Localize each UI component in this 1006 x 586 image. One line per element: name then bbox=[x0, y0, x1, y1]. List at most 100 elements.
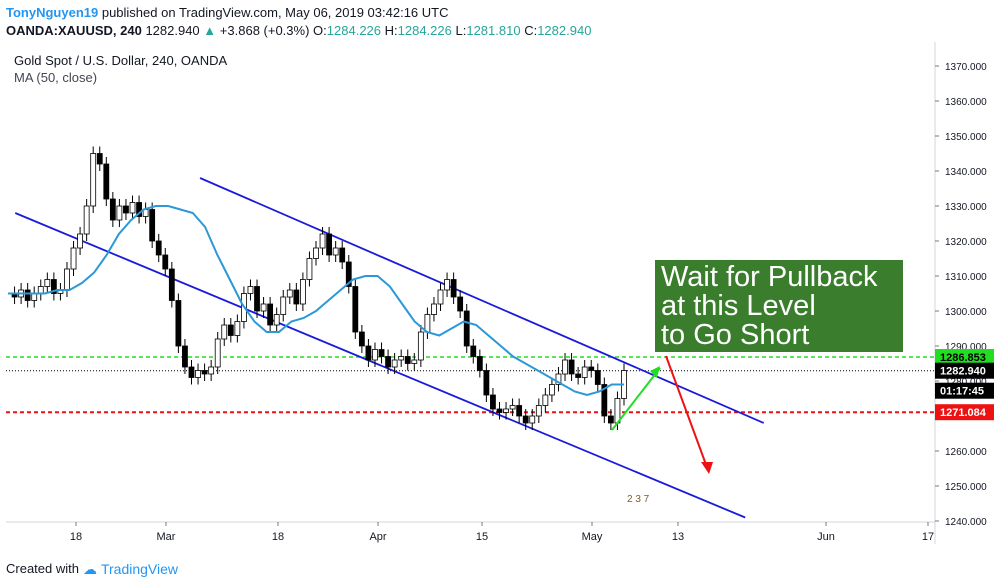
candle-body bbox=[90, 153, 97, 207]
candle-body bbox=[77, 233, 83, 249]
candle-body bbox=[352, 286, 359, 333]
y-tick-label: 1340.000 bbox=[945, 167, 987, 178]
candle-body bbox=[123, 205, 129, 214]
countdown-price-text: 01:17:45 bbox=[940, 386, 984, 398]
x-tick-label: 13 bbox=[672, 531, 684, 543]
open-label: O: bbox=[313, 23, 327, 38]
candle-body bbox=[607, 415, 614, 424]
candle-body bbox=[424, 314, 431, 333]
candle-body bbox=[175, 300, 182, 347]
candle-body bbox=[444, 279, 450, 291]
candle-body bbox=[483, 370, 490, 396]
candle-body bbox=[129, 202, 136, 214]
support-price-tag bbox=[935, 404, 994, 421]
candle-body bbox=[490, 394, 496, 410]
y-tick-label: 1300.000 bbox=[945, 307, 987, 318]
short-arrow bbox=[665, 355, 709, 471]
y-tick-label: 1360.000 bbox=[945, 97, 987, 108]
high-value: 1284.226 bbox=[397, 23, 452, 38]
candle-body bbox=[575, 373, 582, 378]
published-text: published on TradingView.com, May 06, 20… bbox=[101, 5, 449, 20]
candle-body bbox=[365, 345, 372, 361]
candle-body bbox=[208, 366, 215, 375]
candle-body bbox=[168, 268, 175, 301]
candle-body bbox=[358, 331, 365, 347]
candle-body bbox=[24, 289, 31, 301]
candle-body bbox=[326, 233, 333, 256]
candle-body bbox=[188, 366, 195, 378]
pullback-arrow bbox=[611, 367, 661, 431]
candle-body bbox=[411, 359, 418, 364]
candle-body bbox=[136, 202, 142, 217]
candle-body bbox=[509, 405, 516, 410]
author-link[interactable]: TonyNguyen19 bbox=[6, 5, 99, 20]
candle-body bbox=[581, 366, 588, 378]
candle-body bbox=[476, 356, 483, 371]
candle-body bbox=[182, 345, 188, 368]
candle-body bbox=[306, 258, 313, 280]
candle-body bbox=[457, 296, 464, 312]
candle-body bbox=[109, 198, 116, 221]
candle-body bbox=[568, 359, 575, 375]
candle-body bbox=[562, 359, 568, 375]
resistance-price-text: 1286.853 bbox=[940, 352, 986, 364]
legend-title: Gold Spot / U.S. Dollar, 240, OANDA bbox=[14, 53, 228, 68]
channel-upper-line bbox=[199, 177, 765, 424]
candle-body bbox=[319, 233, 326, 249]
candle-body bbox=[162, 254, 169, 270]
candle-body bbox=[555, 373, 562, 385]
candle-body bbox=[496, 408, 503, 413]
high-label: H: bbox=[384, 23, 398, 38]
candle-body bbox=[332, 247, 339, 256]
last-price-text: 1282.940 bbox=[940, 366, 986, 378]
candle-body bbox=[529, 415, 536, 424]
candle-body bbox=[50, 279, 57, 294]
annotation-line-1: Wait for Pullback bbox=[661, 261, 878, 293]
candle-body bbox=[299, 279, 306, 305]
candle-body bbox=[155, 240, 162, 256]
last-price-tag bbox=[935, 362, 994, 379]
candle-body bbox=[522, 415, 529, 424]
candle-body bbox=[398, 356, 405, 361]
candle-body bbox=[234, 321, 241, 336]
candle-body bbox=[64, 268, 70, 291]
candle-body bbox=[542, 394, 549, 406]
candle-body bbox=[227, 324, 234, 336]
candle-body bbox=[83, 205, 90, 235]
low-value: 1281.810 bbox=[466, 23, 521, 38]
ma-line bbox=[8, 205, 624, 397]
candle-body bbox=[345, 261, 352, 287]
candle-body bbox=[31, 293, 38, 301]
tradingview-logo-icon[interactable]: ☁ bbox=[82, 561, 97, 577]
x-tick-label: 17 bbox=[922, 531, 934, 543]
up-arrow-icon: ▲ bbox=[203, 23, 217, 38]
candle-body bbox=[44, 279, 51, 287]
event-badge[interactable]: 2 3 7 bbox=[627, 494, 649, 505]
candle-body bbox=[437, 289, 444, 305]
symbol-label: OANDA:XAUUSD, 240 bbox=[6, 23, 142, 38]
candle-body bbox=[372, 349, 378, 361]
x-tick-label: May bbox=[582, 531, 603, 543]
candle-body bbox=[378, 349, 385, 357]
tradingview-brand[interactable]: TradingView bbox=[100, 561, 179, 577]
y-tick-label: 1260.000 bbox=[945, 447, 987, 458]
x-tick-label: 18 bbox=[272, 531, 284, 543]
candle-body bbox=[516, 405, 523, 417]
candle-body bbox=[70, 247, 77, 270]
candle-body bbox=[385, 356, 391, 368]
trade-annotation[interactable]: Wait for Pullback at this Level to Go Sh… bbox=[655, 260, 903, 352]
candle-body bbox=[391, 359, 398, 368]
candle-body bbox=[431, 303, 437, 315]
pullback-arrow-head-icon bbox=[650, 366, 660, 378]
candle-body bbox=[37, 286, 44, 294]
support-price-text: 1271.084 bbox=[940, 407, 987, 419]
created-with-text: Created with bbox=[6, 561, 79, 576]
candle-body bbox=[96, 153, 103, 165]
legend-ma: MA (50, close) bbox=[14, 70, 98, 85]
annotation-line-2: at this Level bbox=[661, 290, 816, 322]
x-tick-label: 15 bbox=[476, 531, 488, 543]
candle-body bbox=[214, 338, 221, 368]
candle-body bbox=[549, 384, 555, 396]
chart-header: TonyNguyen19 published on TradingView.co… bbox=[6, 4, 996, 40]
